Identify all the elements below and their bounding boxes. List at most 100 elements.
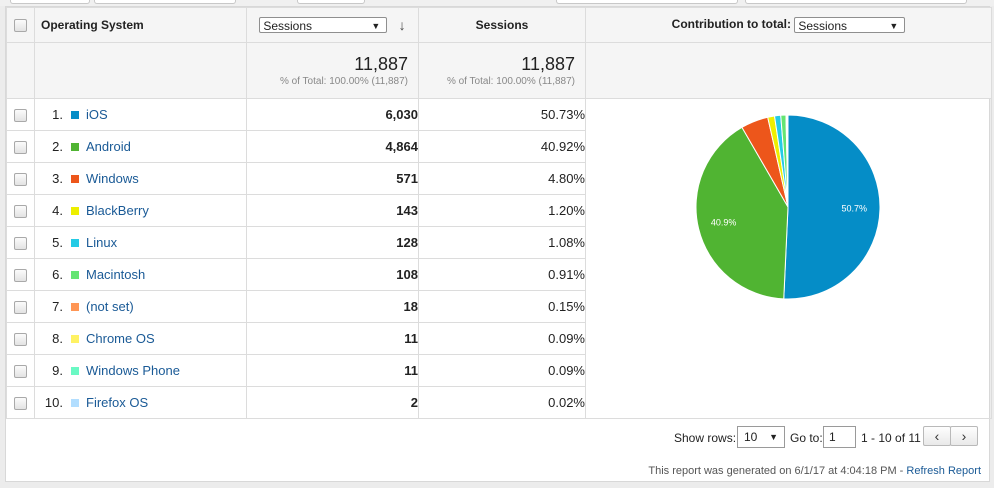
- sessions-value: 571: [246, 162, 419, 195]
- pie-slice[interactable]: [783, 114, 881, 300]
- os-link[interactable]: iOS: [86, 107, 108, 122]
- row-checkbox-cell: [6, 258, 35, 291]
- sessions-header[interactable]: Sessions: [418, 7, 586, 43]
- select-all-checkbox[interactable]: [14, 19, 27, 33]
- contribution-label: Contribution to total:: [671, 17, 791, 32]
- row-checkbox-cell: [6, 226, 35, 259]
- os-link[interactable]: (not set): [86, 299, 134, 314]
- previous-page-button[interactable]: ‹: [923, 426, 951, 446]
- sessions-value: 108: [246, 258, 419, 291]
- dropdown-arrow-icon: ▼: [371, 21, 381, 31]
- row-checkbox[interactable]: [14, 301, 27, 315]
- total-sessions: 11,887: [354, 54, 408, 74]
- metric-select-value: Sessions: [263, 19, 313, 33]
- os-link[interactable]: Firefox OS: [86, 395, 149, 410]
- row-checkbox[interactable]: [14, 333, 27, 347]
- sort-descending-icon[interactable]: ↓: [398, 17, 406, 33]
- row-rank: 10.: [44, 395, 63, 410]
- toolbar-tab[interactable]: [10, 0, 90, 4]
- color-swatch: [71, 271, 79, 279]
- report-generated-note: This report was generated on 6/1/17 at 4…: [648, 465, 981, 477]
- dropdown-arrow-icon: ▼: [889, 21, 899, 31]
- show-rows-label: Show rows:: [674, 431, 737, 445]
- color-swatch: [71, 111, 79, 119]
- row-checkbox-cell: [6, 386, 35, 419]
- os-cell: 1. iOS: [34, 98, 247, 131]
- show-rows-select[interactable]: 10 ▼: [737, 426, 785, 448]
- sessions-value: 2: [246, 386, 419, 419]
- pie-slice[interactable]: [695, 126, 789, 300]
- row-checkbox[interactable]: [14, 141, 27, 155]
- row-checkbox-cell: [6, 354, 35, 387]
- metric-select[interactable]: Sessions ▼: [259, 17, 388, 33]
- goto-input[interactable]: 1: [823, 426, 856, 448]
- os-cell: 4. BlackBerry: [34, 194, 247, 227]
- color-swatch: [71, 143, 79, 151]
- table-row: 4. BlackBerry 143 1.20%: [6, 194, 992, 227]
- table-row: 8. Chrome OS 11 0.09%: [6, 322, 992, 355]
- row-rank: 7.: [52, 299, 63, 314]
- totals-empty-cell: [34, 42, 247, 99]
- color-swatch: [71, 239, 79, 247]
- os-cell: 6. Macintosh: [34, 258, 247, 291]
- row-rank: 5.: [52, 235, 63, 250]
- sessions-value: 18: [246, 290, 419, 323]
- toolbar-tab[interactable]: [94, 0, 236, 4]
- top-toolbar-strip: [0, 0, 994, 6]
- toolbar-tab[interactable]: [745, 0, 967, 4]
- range-text: 1 - 10 of 11: [861, 431, 921, 445]
- toolbar-tab[interactable]: [556, 0, 738, 4]
- sessions-percent: 1.08%: [418, 226, 586, 259]
- os-cell: 7. (not set): [34, 290, 247, 323]
- sessions-percent: 1.20%: [418, 194, 586, 227]
- row-checkbox-cell: [6, 322, 35, 355]
- sessions-percent: 4.80%: [418, 162, 586, 195]
- show-rows-value: 10: [744, 430, 758, 444]
- pie-chart-cell: 50.7% 40.9%: [585, 98, 992, 419]
- row-checkbox[interactable]: [14, 269, 27, 283]
- metric-select-header: Sessions ▼ ↓: [246, 7, 419, 43]
- toolbar-tab[interactable]: [297, 0, 365, 4]
- refresh-report-link[interactable]: Refresh Report: [906, 465, 981, 477]
- row-checkbox-cell: [6, 98, 35, 131]
- row-checkbox[interactable]: [14, 397, 27, 411]
- row-checkbox[interactable]: [14, 365, 27, 379]
- os-link[interactable]: BlackBerry: [86, 203, 149, 218]
- sessions-percent: 50.73%: [418, 98, 586, 131]
- row-checkbox[interactable]: [14, 205, 27, 219]
- table-footer: Show rows: 10 ▼ Go to: 1 1 - 10 of 11 ‹ …: [6, 419, 991, 483]
- sessions-value: 143: [246, 194, 419, 227]
- pie-data-label: 50.7%: [841, 204, 867, 214]
- row-checkbox[interactable]: [14, 173, 27, 187]
- row-rank: 6.: [52, 267, 63, 282]
- pie-data-label: 40.9%: [711, 218, 737, 228]
- table-header-row: Operating System Sessions ▼ ↓ Sessions C…: [6, 7, 992, 43]
- sessions-value: 128: [246, 226, 419, 259]
- total-sessions-2-sub: % of Total: 100.00% (11,887): [446, 76, 575, 87]
- totals-sessions-cell: 11,887 % of Total: 100.00% (11,887): [246, 42, 419, 99]
- os-link[interactable]: Windows Phone: [86, 363, 180, 378]
- row-checkbox[interactable]: [14, 109, 27, 123]
- chevron-right-icon: ›: [961, 428, 967, 444]
- os-link[interactable]: Android: [86, 139, 131, 154]
- sessions-percent: 0.15%: [418, 290, 586, 323]
- os-link[interactable]: Chrome OS: [86, 331, 155, 346]
- total-sessions-2: 11,887: [521, 54, 575, 74]
- sessions-value: 6,030: [246, 98, 419, 131]
- row-rank: 8.: [52, 331, 63, 346]
- os-link[interactable]: Windows: [86, 171, 139, 186]
- color-swatch: [71, 207, 79, 215]
- row-checkbox[interactable]: [14, 237, 27, 251]
- totals-empty-cell: [6, 42, 35, 99]
- contribution-select[interactable]: Sessions ▼: [794, 17, 906, 33]
- next-page-button[interactable]: ›: [950, 426, 978, 446]
- row-rank: 4.: [52, 203, 63, 218]
- totals-empty-cell: [585, 42, 992, 99]
- row-rank: 2.: [52, 139, 63, 154]
- dimension-header[interactable]: Operating System: [34, 7, 247, 43]
- os-link[interactable]: Macintosh: [86, 267, 146, 282]
- goto-value: 1: [829, 430, 836, 444]
- row-checkbox-cell: [6, 162, 35, 195]
- os-link[interactable]: Linux: [86, 235, 118, 250]
- table-row: 1. iOS 6,030 50.73% 50.7% 40.9%: [6, 98, 992, 419]
